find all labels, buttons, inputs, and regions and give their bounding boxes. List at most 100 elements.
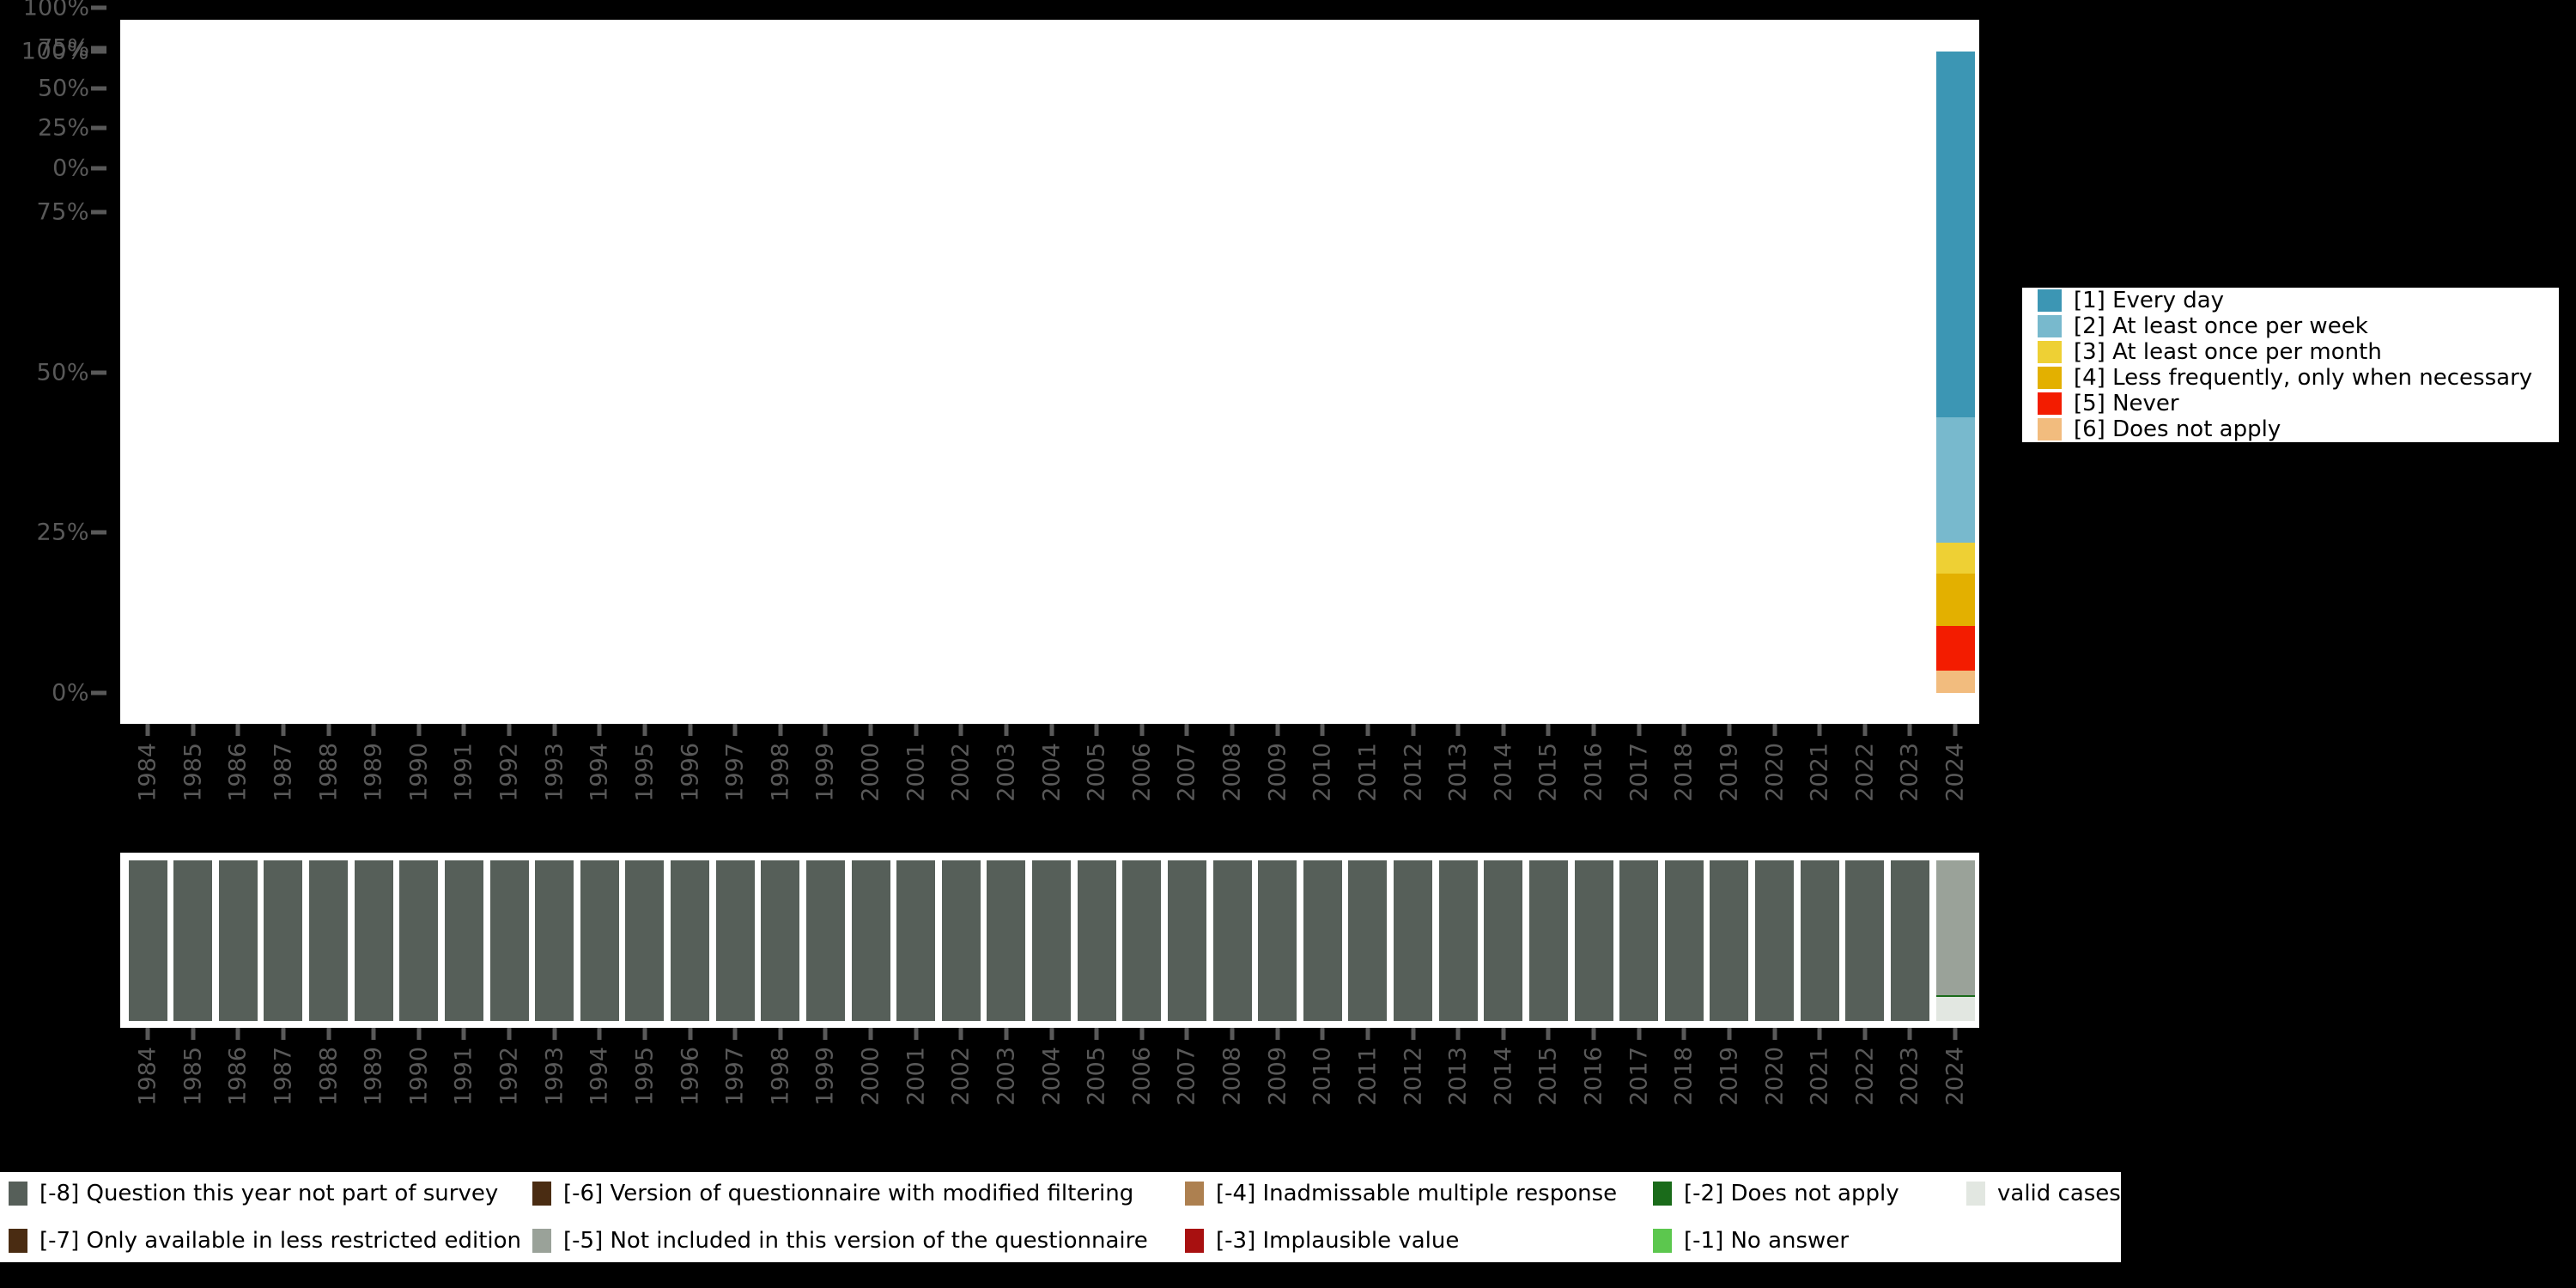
x-tick-label-2003: 2003: [993, 743, 1020, 802]
x-tick-label-2000: 2000: [857, 1047, 884, 1106]
bar-2015: [1528, 860, 1568, 1021]
x-tick-mark: [461, 1028, 466, 1040]
x-tick-mark: [1411, 724, 1415, 736]
legend-entry-4[interactable]: [5] Never: [2022, 391, 2559, 416]
x-tick-mark: [1772, 1028, 1777, 1040]
legend-missing-entry-3[interactable]: [-5] Not included in this version of the…: [532, 1228, 1148, 1254]
segment-2023: [1890, 860, 1929, 1021]
legend-missing-entry-7[interactable]: [-1] No answer: [1653, 1228, 1849, 1254]
legend-entry-5[interactable]: [6] Does not apply: [2022, 416, 2559, 442]
bar-2001: [896, 860, 936, 1021]
legend-missing-entry-0[interactable]: [-8] Question this year not part of surv…: [9, 1181, 498, 1206]
y-tick-label: 100%: [21, 38, 89, 65]
x-tick-label-1992: 1992: [495, 1047, 523, 1106]
x-tick-label-1998: 1998: [767, 1047, 794, 1106]
x-tick-mark: [642, 724, 647, 736]
x-tick-mark: [1320, 724, 1325, 736]
x-tick-mark: [688, 1028, 692, 1040]
y-tick-label: 75%: [37, 34, 89, 62]
x-tick-mark: [778, 1028, 783, 1040]
x-tick-label-1997: 1997: [721, 1047, 749, 1106]
x-tick-mark: [1907, 1028, 1912, 1040]
legend-missing-entry-6[interactable]: [-2] Does not apply: [1653, 1181, 1899, 1206]
bar-2024: [1935, 860, 1975, 1021]
x-tick-label-2004: 2004: [1038, 743, 1065, 802]
x-tick-mark: [1546, 1028, 1551, 1040]
x-tick-label-2016: 2016: [1580, 1047, 1607, 1106]
segment-2018: [1664, 860, 1704, 1021]
x-tick-label-2002: 2002: [947, 1047, 975, 1106]
x-tick-mark: [1681, 1028, 1686, 1040]
y-tick-label: 25%: [36, 519, 89, 546]
legend-entry-0[interactable]: [1] Every day: [2022, 288, 2559, 313]
y-tick-label: 75%: [36, 198, 89, 226]
legend-missing-entry-2[interactable]: [-6] Version of questionnaire with modif…: [532, 1181, 1133, 1206]
legend-missing-entry-1[interactable]: [-7] Only available in less restricted e…: [9, 1228, 521, 1254]
legend-missing-entry-8[interactable]: valid cases: [1966, 1181, 2121, 1206]
x-tick-label-2023: 2023: [1896, 1047, 1923, 1106]
x-tick-label-1985: 1985: [179, 743, 207, 802]
x-tick-mark: [914, 1028, 919, 1040]
segment-1992: [489, 860, 529, 1021]
legend-entry-3[interactable]: [4] Less frequently, only when necessary: [2022, 365, 2559, 391]
x-tick-mark: [1365, 724, 1370, 736]
x-tick-label-1988: 1988: [315, 743, 342, 802]
legend-entry-2[interactable]: [3] At least once per month: [2022, 339, 2559, 365]
y-tick-mark: [91, 530, 106, 535]
x-tick-mark: [145, 724, 150, 736]
segment-1997: [715, 860, 755, 1021]
x-tick-mark: [371, 1028, 376, 1040]
x-tick-mark: [1953, 724, 1958, 736]
top-panel-plot-area: [120, 20, 1979, 724]
bottom-panel-x-axis: 1984 1985 1986 1987 1988 1989 1990 1991 1992 1993…: [0, 1028, 2576, 1165]
x-tick-label-1990: 1990: [405, 743, 433, 802]
segment-1989: [354, 860, 393, 1021]
x-tick-mark: [1230, 1028, 1235, 1040]
bar-2018: [1664, 860, 1704, 1021]
x-tick-mark: [1591, 724, 1596, 736]
x-tick-label-1992: 1992: [495, 743, 523, 802]
x-tick-mark: [823, 1028, 828, 1040]
x-tick-label-2009: 2009: [1264, 743, 1291, 802]
x-tick-mark: [1139, 724, 1145, 736]
x-tick-mark: [416, 1028, 422, 1040]
x-tick-mark: [1637, 724, 1642, 736]
x-tick-mark: [1004, 724, 1009, 736]
x-tick-mark: [235, 1028, 240, 1040]
segment-2019: [1710, 860, 1749, 1021]
segment-1986: [218, 860, 258, 1021]
x-tick-label-2007: 2007: [1173, 743, 1200, 802]
bar-2000: [851, 860, 890, 1021]
segment-2001: [896, 860, 936, 1021]
x-tick-label-2019: 2019: [1716, 743, 1743, 802]
x-tick-mark: [1862, 724, 1868, 736]
x-tick-label-1994: 1994: [586, 743, 613, 802]
segment-1994: [580, 860, 619, 1021]
x-tick-label-1987: 1987: [270, 743, 297, 802]
segment-1993: [535, 860, 574, 1021]
x-tick-mark: [1501, 1028, 1506, 1040]
x-tick-label-1998: 1998: [767, 743, 794, 802]
x-tick-label-2012: 2012: [1400, 743, 1426, 802]
legend-missing-entry-5[interactable]: [-3] Implausible value: [1185, 1228, 1459, 1254]
segment-2009: [1258, 860, 1297, 1021]
x-tick-label-1991: 1991: [450, 1047, 477, 1106]
segment-1985: [173, 860, 213, 1021]
segment-2024: [1935, 52, 1975, 418]
bar-1986: [218, 860, 258, 1021]
legend-missing-entry-4[interactable]: [-4] Inadmissable multiple response: [1185, 1181, 1617, 1206]
x-tick-label-1984: 1984: [134, 1047, 161, 1106]
x-tick-label-1995: 1995: [631, 1047, 659, 1106]
x-tick-mark: [597, 724, 602, 736]
x-tick-mark: [507, 724, 512, 736]
x-tick-mark: [1094, 1028, 1099, 1040]
legend-entry-1[interactable]: [2] At least once per week: [2022, 313, 2559, 339]
x-tick-label-1989: 1989: [360, 1047, 387, 1106]
y-tick-mark: [91, 166, 106, 171]
bar-1992: [489, 860, 529, 1021]
bar-2008: [1212, 860, 1252, 1021]
legend-swatch-icon: [1966, 1182, 1985, 1206]
x-tick-label-1994: 1994: [586, 1047, 613, 1106]
x-tick-label-1996: 1996: [677, 1047, 703, 1106]
